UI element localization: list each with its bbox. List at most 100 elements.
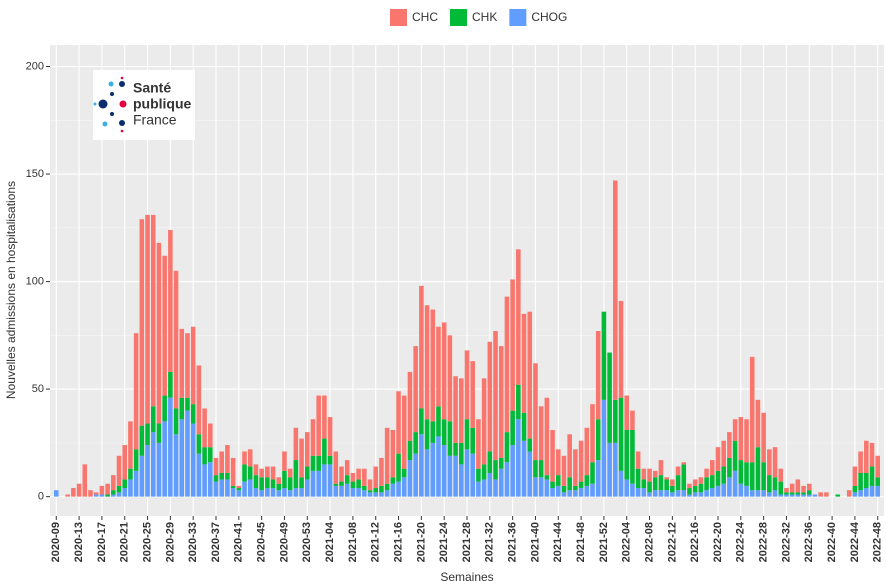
x-axis-title: Semaines [440, 570, 493, 581]
bar-segment [555, 449, 561, 476]
bar-segment [350, 488, 356, 497]
bar-segment [715, 470, 721, 486]
bar-segment [561, 455, 567, 486]
bar-segment [858, 451, 863, 473]
bar-segment [379, 485, 384, 493]
bar-segment [407, 371, 413, 441]
bar-segment [533, 477, 538, 497]
legend-swatch [390, 9, 407, 26]
bar-segment [687, 488, 692, 495]
bar-segment [595, 460, 601, 497]
bar-segment [681, 462, 687, 465]
bar-segment [190, 326, 196, 405]
bar-segment [208, 462, 213, 497]
legend-label: CHC [412, 10, 438, 24]
x-tick-label: 2022-16 [689, 522, 701, 562]
bar-segment [704, 468, 709, 478]
bar-segment [487, 472, 493, 497]
bar-segment [864, 488, 869, 497]
bar-segment [590, 483, 595, 497]
bar-segment [487, 451, 493, 473]
x-tick-label: 2022-40 [826, 522, 838, 562]
bar-segment [470, 427, 475, 454]
bar-segment [362, 490, 367, 497]
x-tick-label: 2020-29 [164, 522, 176, 562]
bar-segment [544, 397, 550, 476]
bar-segment [641, 488, 647, 497]
bar-segment [93, 494, 99, 497]
bar-segment [173, 270, 179, 409]
bar-segment [476, 468, 481, 482]
bar-segment [162, 395, 167, 422]
bar-segment [219, 451, 224, 473]
x-tick-label: 2022-24 [735, 521, 747, 562]
bar-segment [487, 341, 493, 452]
bar-segment [561, 492, 567, 497]
bar-segment [247, 466, 253, 480]
bar-segment [344, 460, 350, 476]
bar-segment [316, 470, 321, 497]
bar-segment [521, 440, 527, 497]
bar-segment [247, 479, 253, 497]
bar-segment [727, 432, 732, 458]
bar-segment [190, 404, 196, 424]
bar-segment [230, 485, 236, 489]
bar-segment [413, 432, 418, 454]
bar-segment [538, 460, 544, 478]
bar-segment [801, 485, 806, 493]
bar-segment [464, 350, 470, 420]
bar-segment [573, 449, 578, 486]
bar-segment [767, 492, 772, 497]
bar-segment [692, 479, 698, 486]
bar-segment [259, 468, 264, 478]
bar-segment [573, 490, 578, 497]
x-tick-label: 2020-33 [187, 522, 199, 562]
bar-segment [675, 466, 681, 476]
bar-segment [738, 460, 744, 484]
bar-segment [710, 488, 715, 497]
bar-segment [116, 492, 122, 497]
logo-dot [110, 92, 114, 96]
bar-segment [647, 481, 652, 493]
bar-segment [544, 479, 550, 497]
bar-segment [162, 421, 167, 497]
bar-segment [470, 361, 475, 428]
bar-segment [379, 492, 384, 497]
logo-dot [98, 99, 108, 109]
bar-segment [601, 311, 607, 400]
bar-segment [852, 466, 858, 486]
bar-segment [533, 363, 538, 461]
bar-segment [150, 214, 156, 407]
bar-segment [441, 419, 447, 446]
x-tick-label: 2020-13 [73, 522, 85, 562]
bar-segment [99, 494, 105, 497]
bar-segment [578, 440, 584, 482]
bar-segment [555, 485, 561, 497]
bar-segment [727, 457, 732, 478]
bar-segment [715, 447, 721, 471]
bar-segment [93, 492, 99, 495]
x-tick-label: 2020-21 [119, 522, 131, 562]
x-tick-label: 2022-28 [758, 522, 770, 562]
bar-segment [259, 477, 264, 491]
bar-segment [858, 472, 863, 491]
bar-segment [784, 488, 789, 493]
bar-segment [190, 423, 196, 497]
bar-segment [384, 490, 390, 497]
bar-segment [287, 468, 293, 478]
bar-segment [265, 488, 270, 497]
bar-segment [670, 492, 675, 497]
bar-segment [441, 322, 447, 420]
x-tick-label: 2020-25 [141, 522, 153, 562]
bar-segment [436, 326, 441, 407]
bar-segment [772, 447, 778, 478]
x-tick-label: 2021-12 [370, 522, 382, 562]
bar-segment [133, 333, 139, 450]
bar-segment [327, 464, 333, 497]
bar-segment [658, 475, 664, 491]
bar-segment [196, 453, 202, 497]
bar-segment [567, 490, 572, 497]
x-tick-label: 2020-53 [301, 522, 313, 562]
bar-segment [396, 391, 401, 454]
bar-segment [270, 488, 276, 497]
